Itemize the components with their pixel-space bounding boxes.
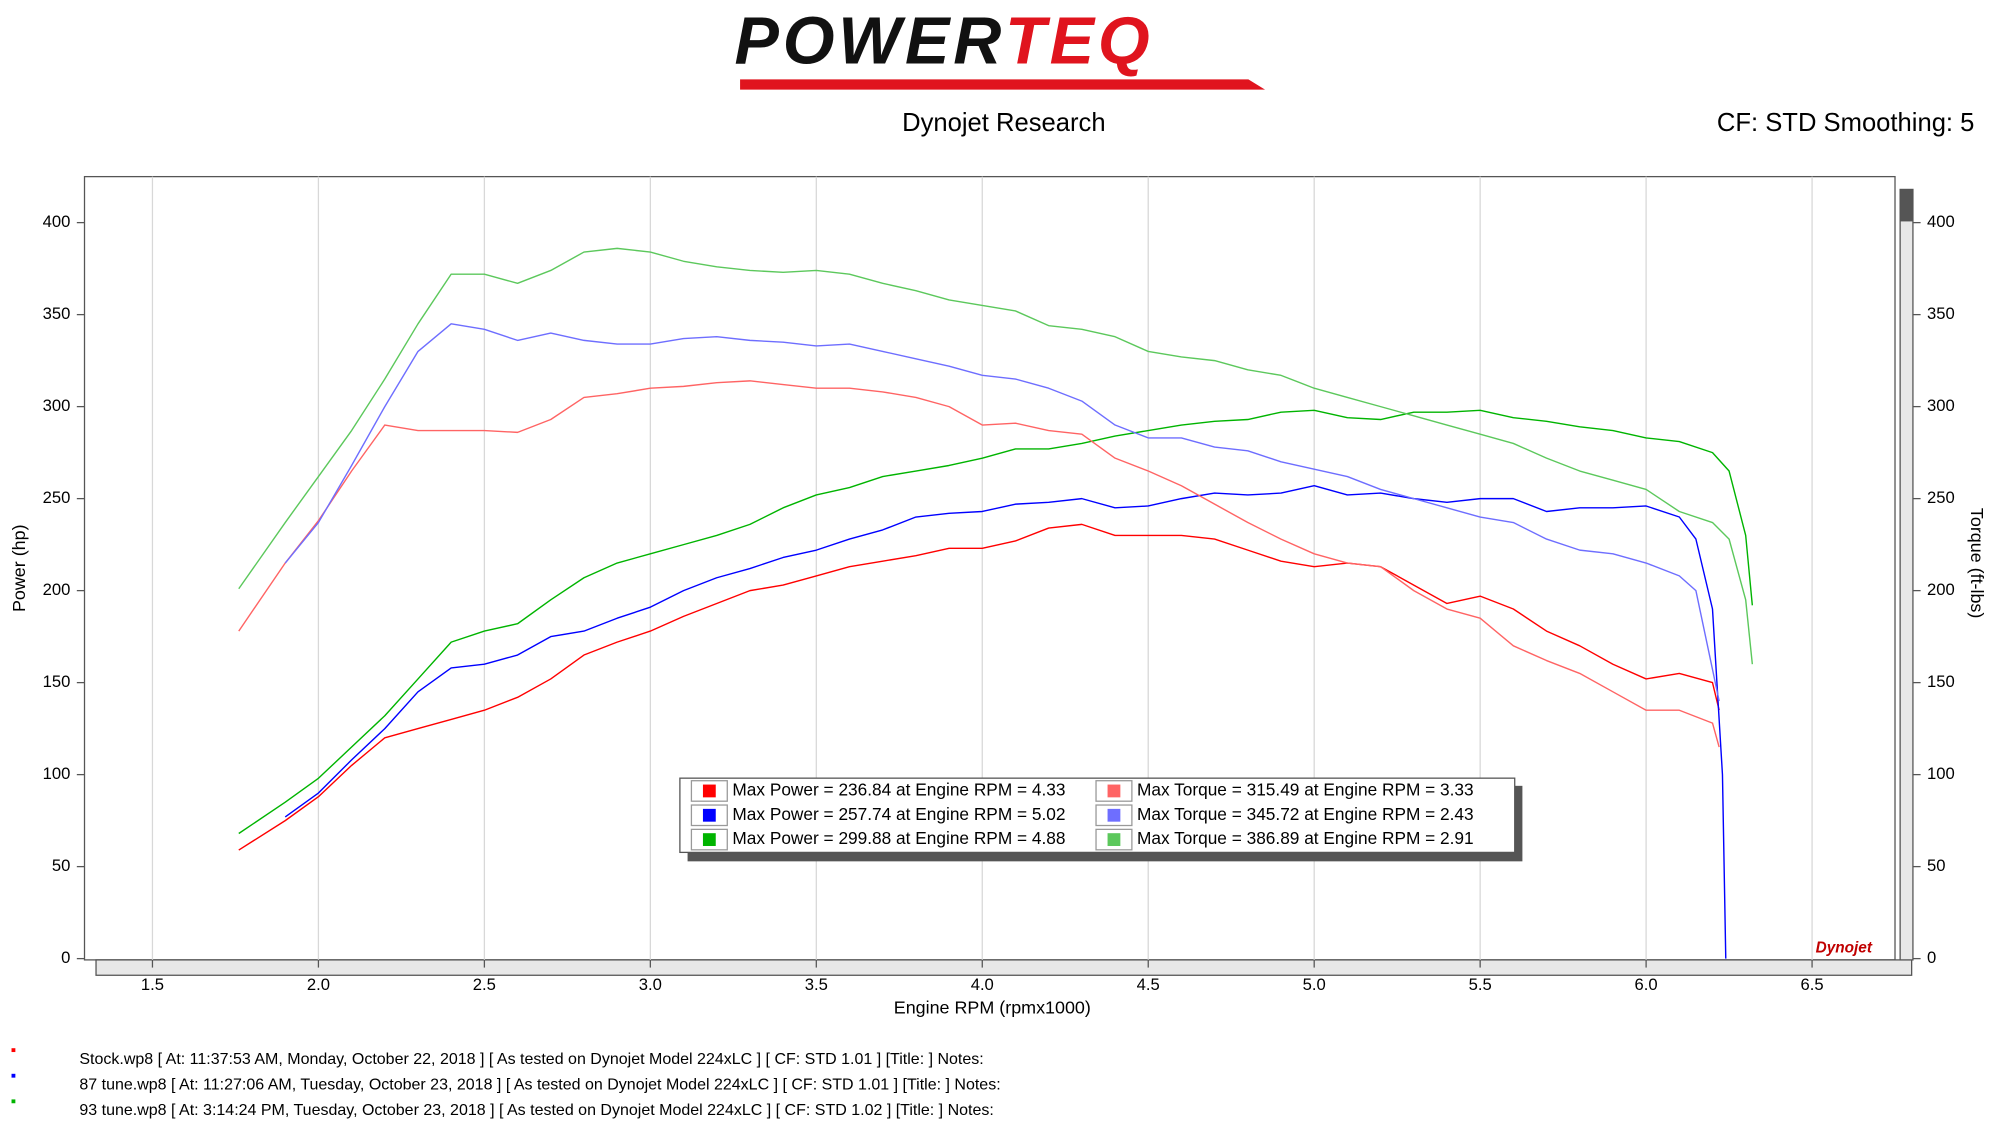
y2-axis-band bbox=[1899, 188, 1914, 961]
x-tick-label: 4.5 bbox=[1137, 975, 1160, 994]
x-tick-label: 3.0 bbox=[639, 975, 662, 994]
y-axis-label: Power (hp) bbox=[9, 524, 29, 612]
x-tick-label: 5.5 bbox=[1469, 975, 1492, 994]
y2-axis-cap bbox=[1900, 189, 1913, 222]
legend-label: Max Torque = 386.89 at Engine RPM = 2.91 bbox=[1137, 828, 1474, 848]
x-tick-label: 6.5 bbox=[1801, 975, 1824, 994]
y2-tick-label: 150 bbox=[1927, 672, 1955, 691]
x-tick-label: 6.0 bbox=[1635, 975, 1658, 994]
note-marker bbox=[11, 1048, 16, 1053]
legend-label: Max Power = 236.84 at Engine RPM = 4.33 bbox=[732, 780, 1065, 800]
x-tick-label: 2.0 bbox=[307, 975, 330, 994]
legend-label: Max Torque = 315.49 at Engine RPM = 3.33 bbox=[1137, 780, 1474, 800]
y2-tick-label: 300 bbox=[1927, 396, 1955, 415]
legend-label: Max Power = 257.74 at Engine RPM = 5.02 bbox=[732, 804, 1065, 824]
note-text: Stock.wp8 [ At: 11:37:53 AM, Monday, Oct… bbox=[79, 1051, 983, 1068]
line-series bbox=[238, 380, 1720, 748]
y2-tick-label: 200 bbox=[1927, 580, 1955, 599]
y2-tick-label: 350 bbox=[1927, 304, 1955, 323]
line-series bbox=[284, 323, 1720, 702]
y2-tick-label: 50 bbox=[1927, 856, 1946, 875]
note-marker bbox=[11, 1099, 16, 1104]
logo-bar bbox=[740, 79, 1266, 90]
legend-swatch bbox=[1107, 784, 1121, 798]
legend-swatch bbox=[1107, 808, 1121, 822]
y-tick-label: 300 bbox=[43, 396, 71, 415]
y-tick-label: 200 bbox=[43, 580, 71, 599]
y-tick-label: 250 bbox=[43, 488, 71, 507]
x-tick-label: 2.5 bbox=[473, 975, 496, 994]
badge: Dynojet bbox=[1816, 939, 1873, 956]
y-tick-label: 150 bbox=[43, 672, 71, 691]
legend-swatch bbox=[1107, 833, 1121, 846]
y-tick-label: 50 bbox=[52, 856, 71, 875]
x-tick-label: 3.5 bbox=[805, 975, 828, 994]
logo-text: POWER bbox=[734, 5, 1005, 79]
legend-swatch bbox=[702, 784, 716, 798]
y2-tick-label: 250 bbox=[1927, 488, 1955, 507]
line-series bbox=[284, 485, 1727, 959]
note-text: 87 tune.wp8 [ At: 11:27:06 AM, Tuesday, … bbox=[79, 1077, 1000, 1094]
y2-tick-label: 100 bbox=[1927, 764, 1955, 783]
x-tick-label: 1.5 bbox=[141, 975, 164, 994]
x-tick-label: 4.0 bbox=[971, 975, 994, 994]
x-axis-band bbox=[95, 959, 1913, 976]
y-tick-label: 350 bbox=[43, 304, 71, 323]
y2-axis-label: Torque (ft-lbs) bbox=[1967, 508, 1987, 618]
note-text: 93 tune.wp8 [ At: 3:14:24 PM, Tuesday, O… bbox=[79, 1102, 993, 1119]
line-series bbox=[238, 523, 1720, 851]
line-series bbox=[238, 409, 1754, 835]
legend-label: Max Torque = 345.72 at Engine RPM = 2.43 bbox=[1137, 804, 1474, 824]
logo-text: TEQ bbox=[1005, 5, 1153, 79]
legend-swatch bbox=[702, 833, 716, 846]
chart-subtitle: CF: STD Smoothing: 5 bbox=[1717, 109, 1975, 137]
legend-label: Max Power = 299.88 at Engine RPM = 4.88 bbox=[732, 828, 1065, 848]
chart-title: Dynojet Research bbox=[902, 109, 1105, 137]
logo: POWER TEQ bbox=[734, 5, 1266, 90]
y-tick-label: 400 bbox=[43, 212, 71, 231]
legend-swatch bbox=[702, 808, 716, 822]
note-marker bbox=[11, 1073, 16, 1078]
line-series bbox=[238, 247, 1754, 665]
x-tick-label: 5.0 bbox=[1303, 975, 1326, 994]
y-tick-label: 0 bbox=[61, 948, 70, 967]
x-axis-label: Engine RPM (rpmx1000) bbox=[894, 997, 1091, 1017]
y-tick-label: 100 bbox=[43, 764, 71, 783]
y2-tick-label: 400 bbox=[1927, 212, 1955, 231]
y2-tick-label: 0 bbox=[1927, 948, 1936, 967]
legend: Max Power = 236.84 at Engine RPM = 4.33 M… bbox=[679, 777, 1523, 862]
